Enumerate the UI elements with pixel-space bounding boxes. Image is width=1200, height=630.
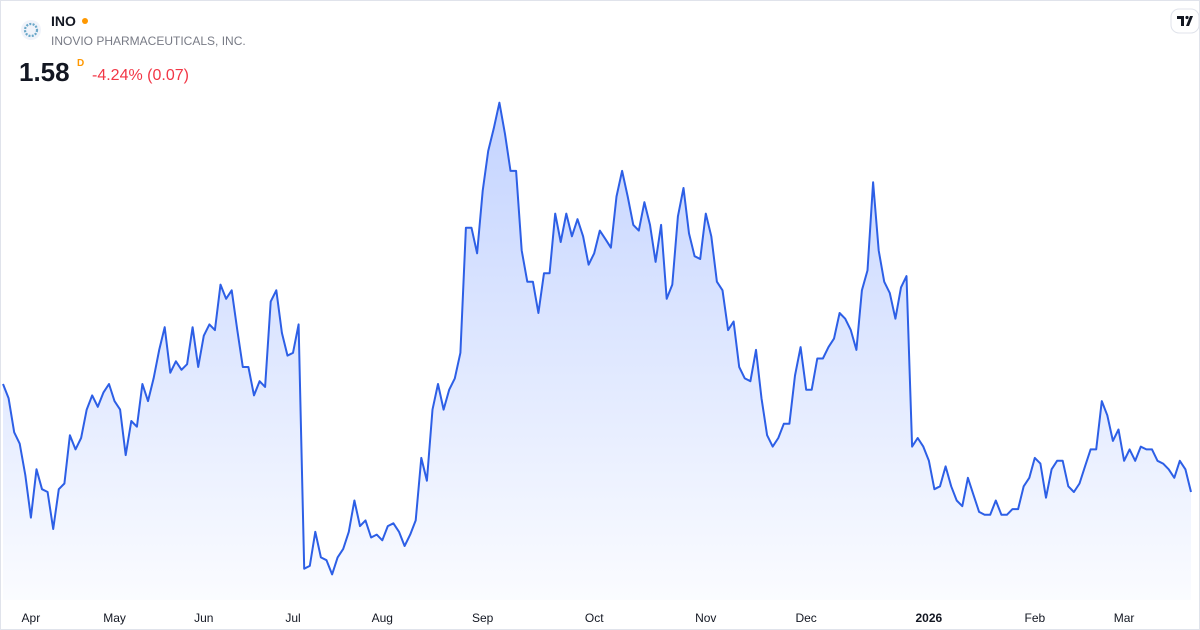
x-tick-label: Jun xyxy=(194,611,213,625)
company-logo xyxy=(21,20,41,40)
x-tick-label: Feb xyxy=(1024,611,1045,625)
price-change: -4.24% (0.07) xyxy=(92,67,189,84)
x-tick-label: Oct xyxy=(585,611,604,625)
x-tick-label: Aug xyxy=(372,611,393,625)
company-name: INOVIO PHARMACEUTICALS, INC. xyxy=(51,34,246,48)
plot-area: Apr May Jun Jul Aug Sep Oct Nov Dec 2026 Feb Mar xyxy=(2,101,1192,625)
symbol: INO xyxy=(51,13,76,29)
price-area xyxy=(3,102,1191,600)
x-tick-label: Jul xyxy=(285,611,300,625)
x-tick-label: Apr xyxy=(22,611,41,625)
x-tick-label: Dec xyxy=(795,611,816,625)
x-tick-label: Mar xyxy=(1114,611,1135,625)
brand-logo[interactable] xyxy=(1170,8,1200,34)
x-tick-label: Nov xyxy=(695,611,716,625)
x-tick-label: 2026 xyxy=(916,611,943,625)
x-tick-label: Sep xyxy=(472,611,494,625)
last-price: 1.58 xyxy=(19,57,70,87)
market-status-dot xyxy=(82,18,88,24)
price-line xyxy=(2,101,1192,576)
interval: D xyxy=(77,58,84,69)
x-tick-label: May xyxy=(103,611,126,625)
